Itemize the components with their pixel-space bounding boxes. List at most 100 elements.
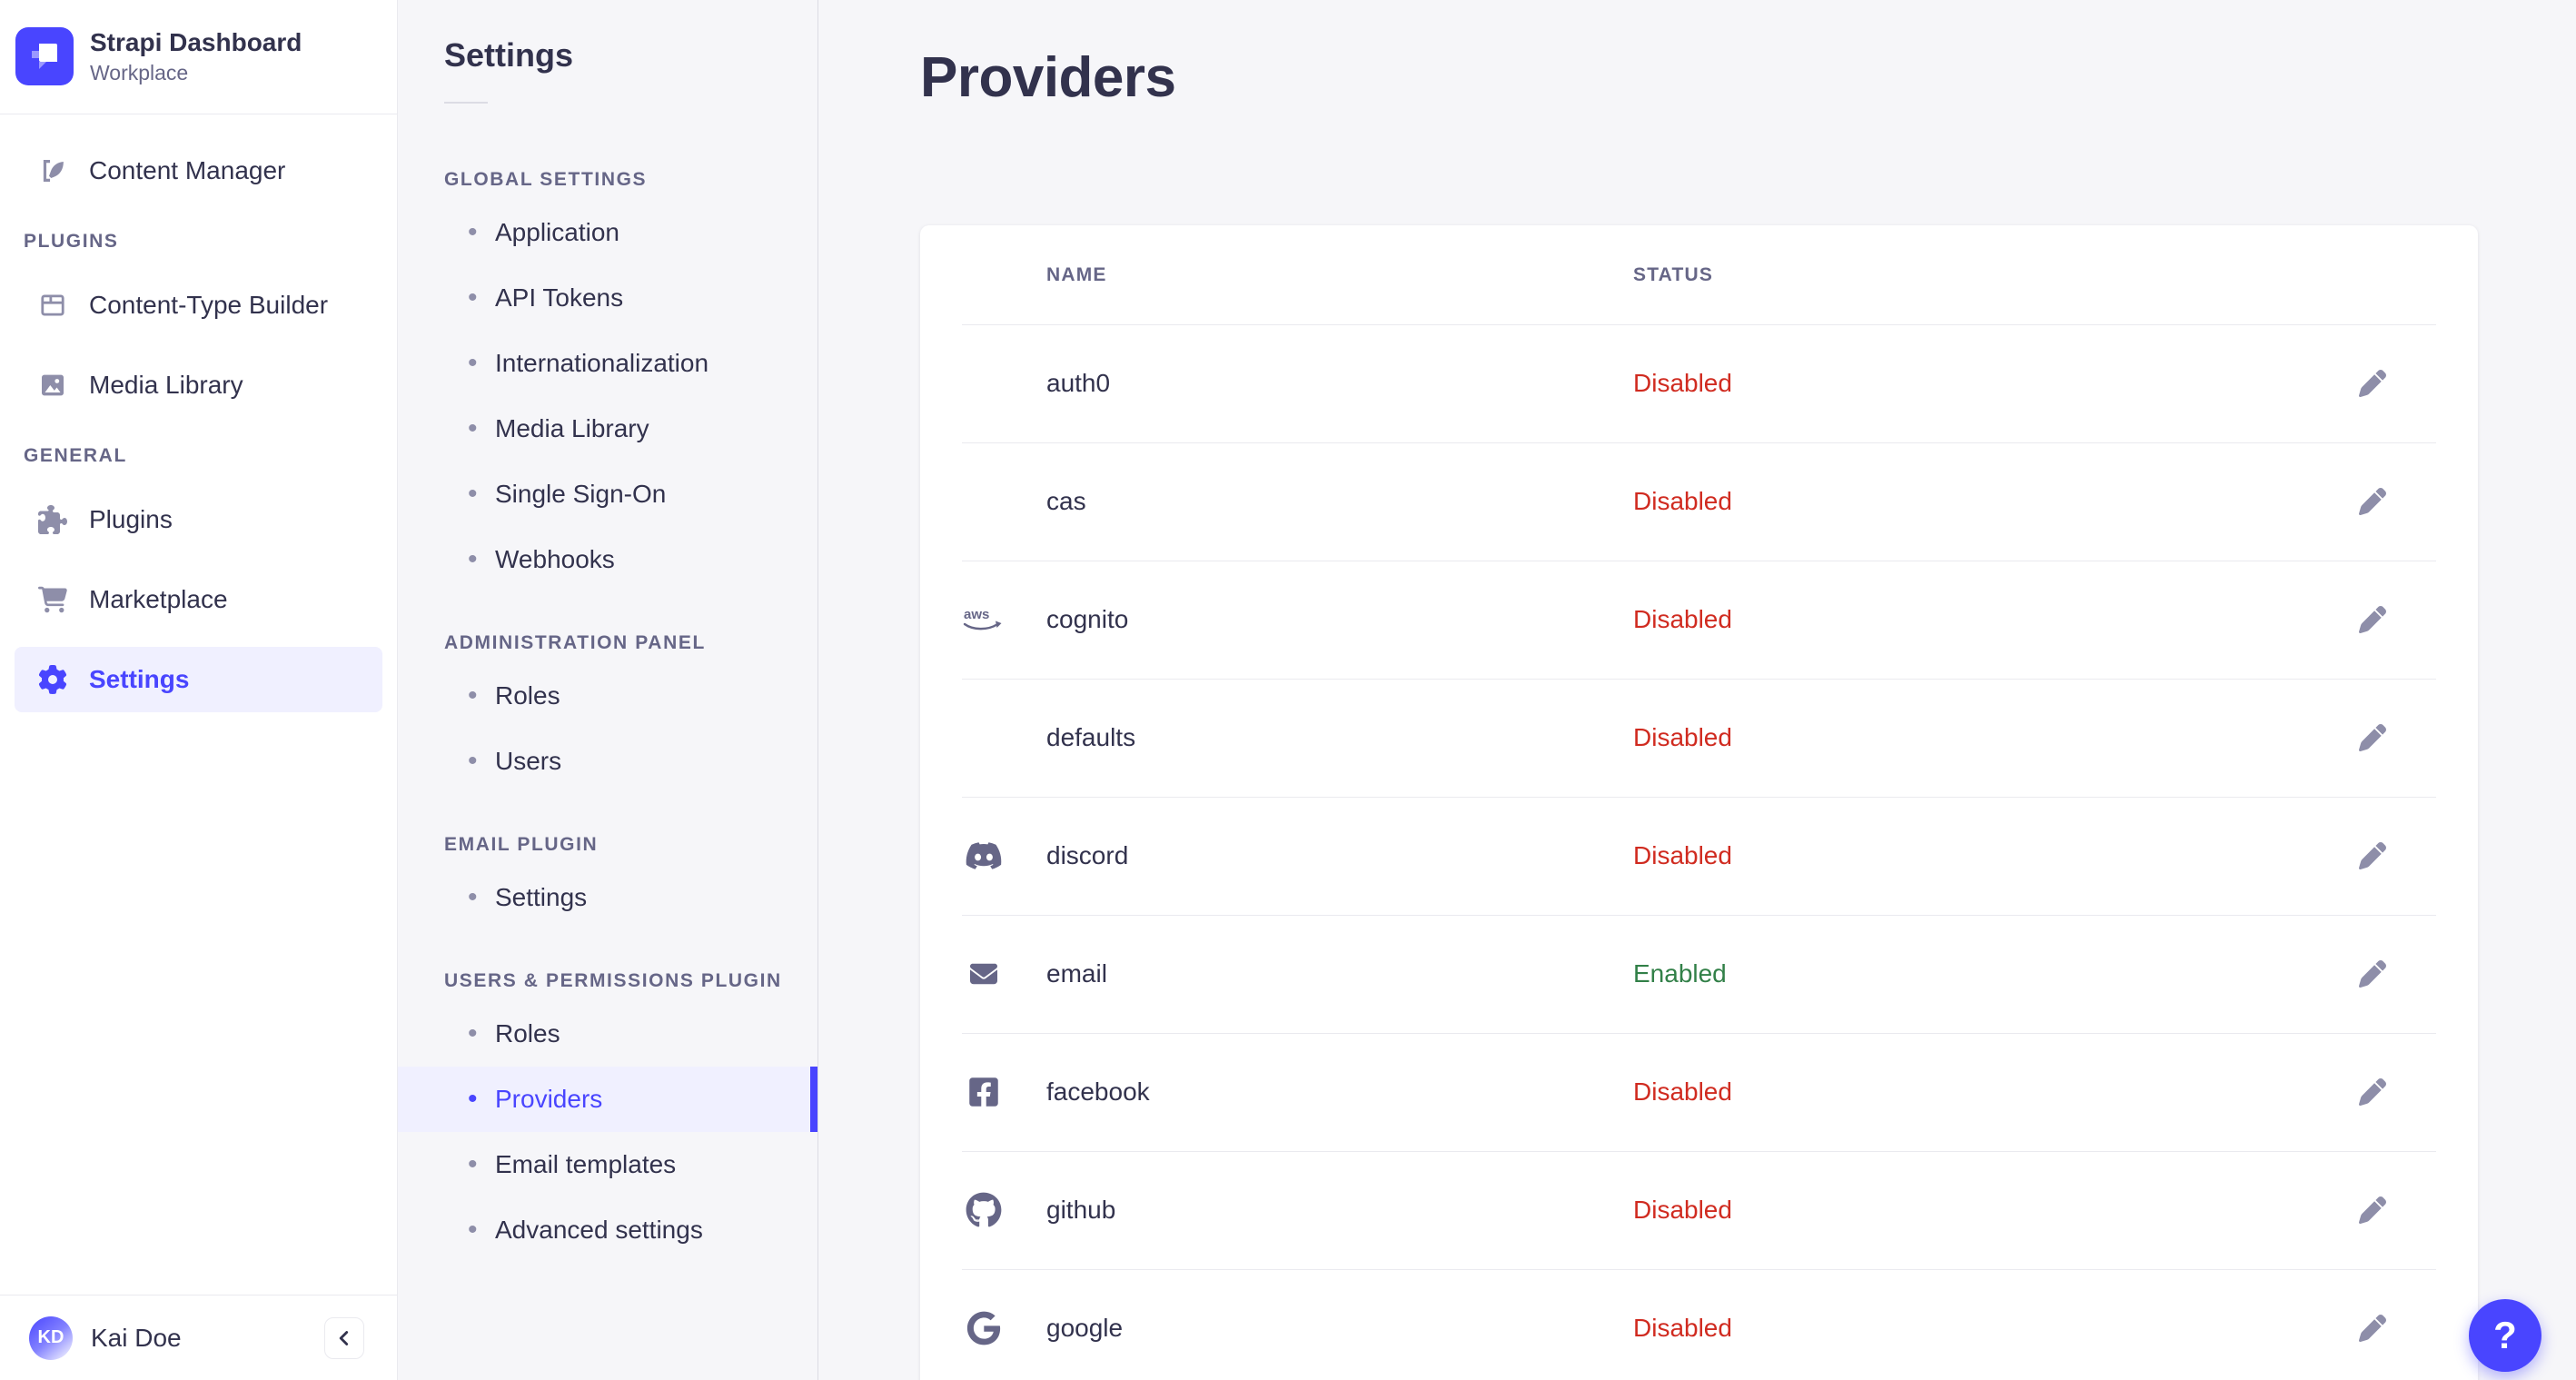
provider-status: Disabled [1633, 1196, 1732, 1224]
edit-provider-button[interactable] [2354, 1192, 2391, 1228]
subnav-item-label: Single Sign-On [495, 480, 667, 508]
sidebar-item-settings[interactable]: Settings [15, 647, 382, 712]
subnav-item-label: Email templates [495, 1150, 677, 1178]
subnav-item-label: Advanced settings [495, 1216, 703, 1244]
subnav-item-media-library[interactable]: Media Library [398, 396, 817, 462]
sidebar-item-content-manager[interactable]: Content Manager [15, 138, 382, 204]
main-sidebar: Strapi Dashboard Workplace Content Manag… [0, 0, 398, 1380]
subnav-item-internationalization[interactable]: Internationalization [398, 331, 817, 396]
subnav-item-providers[interactable]: Providers [398, 1067, 817, 1132]
edit-provider-button[interactable] [2354, 956, 2391, 992]
pencil-icon [2359, 488, 2386, 515]
bullet-icon [468, 748, 495, 775]
bullet-icon [468, 284, 495, 312]
workspace-title: Strapi Dashboard [90, 28, 302, 57]
subnav-item-label: Webhooks [495, 545, 615, 573]
discord-icon [963, 840, 1005, 871]
edit-provider-button[interactable] [2354, 838, 2391, 874]
subnav-section-header: GLOBAL SETTINGS [444, 169, 648, 190]
bullet-icon [468, 546, 495, 573]
settings-subnav: Settings GLOBAL SETTINGS Application API T… [398, 0, 818, 1380]
subnav-item-application[interactable]: Application [398, 200, 817, 265]
subnav-title: Settings [444, 36, 574, 74]
column-header-name: NAME [1046, 263, 1107, 285]
bullet-icon [468, 415, 495, 442]
subnav-item-single-sign-on[interactable]: Single Sign-On [398, 462, 817, 527]
edit-provider-button[interactable] [2354, 720, 2391, 756]
subnav-section-header: EMAIL PLUGIN [444, 834, 599, 855]
sidebar-item-content-type-builder[interactable]: Content-Type Builder [15, 273, 382, 338]
provider-name: cognito [1046, 605, 1129, 633]
sidebar-section-header-plugins: PLUGINS [24, 231, 119, 252]
puzzle-icon [38, 505, 67, 534]
provider-row-github: github Disabled [920, 1151, 2478, 1269]
subnav-item-email-templates[interactable]: Email templates [398, 1132, 817, 1197]
question-mark-icon: ? [2493, 1314, 2517, 1356]
subnav-section-administration-panel: ADMINISTRATION PANEL Roles Users [398, 632, 817, 794]
subnav-item-api-tokens[interactable]: API Tokens [398, 265, 817, 331]
edit-provider-button[interactable] [2354, 483, 2391, 520]
edit-provider-button[interactable] [2354, 365, 2391, 402]
envelope-icon [963, 960, 1005, 988]
edit-provider-button[interactable] [2354, 1310, 2391, 1346]
subnav-item-label: Users [495, 747, 562, 775]
help-button[interactable]: ? [2469, 1299, 2541, 1372]
page-title: Providers [920, 46, 1176, 109]
subnav-item-users[interactable]: Users [398, 729, 817, 794]
subnav-item-settings[interactable]: Settings [398, 865, 817, 930]
subnav-item-label: Providers [495, 1085, 603, 1113]
sidebar-item-media-library[interactable]: Media Library [15, 352, 382, 418]
sidebar-section-header-general: GENERAL [24, 445, 127, 466]
subnav-item-label: Internationalization [495, 349, 709, 377]
subnav-item-advanced-settings[interactable]: Advanced settings [398, 1197, 817, 1263]
subnav-sections: GLOBAL SETTINGS Application API Tokens Inte… [398, 169, 817, 1263]
subnav-title-divider [444, 102, 488, 104]
table-body: auth0 Disabled cas Disabled aws cognito Disabl… [920, 324, 2478, 1380]
google-icon [963, 1311, 1005, 1345]
sidebar-item-label: Media Library [89, 371, 243, 399]
provider-status: Disabled [1633, 605, 1732, 633]
subnav-section-header: USERS & PERMISSIONS PLUGIN [444, 970, 782, 991]
pencil-icon [2359, 370, 2386, 397]
provider-status: Disabled [1633, 369, 1732, 397]
edit-provider-button[interactable] [2354, 601, 2391, 638]
collapse-sidebar-button[interactable] [324, 1316, 364, 1359]
subnav-item-roles[interactable]: Roles [398, 1001, 817, 1067]
sidebar-nav: Content Manager PLUGINS Content-Type Build… [0, 114, 397, 1295]
pencil-icon [2359, 1315, 2386, 1342]
provider-row-discord: discord Disabled [920, 797, 2478, 915]
bullet-icon [468, 884, 495, 911]
subnav-section-users-permissions-plugin: USERS & PERMISSIONS PLUGIN Roles Providers… [398, 970, 817, 1263]
providers-table-card: NAME STATUS auth0 Disabled cas Disabled aws co… [920, 225, 2478, 1380]
pencil-icon [2359, 724, 2386, 751]
bullet-icon [468, 1020, 495, 1047]
sidebar-item-plugins[interactable]: Plugins [15, 487, 382, 552]
sidebar-item-label: Settings [89, 665, 190, 693]
sidebar-item-label: Plugins [89, 505, 173, 533]
avatar[interactable]: KD [29, 1315, 73, 1360]
subnav-section-global-settings: GLOBAL SETTINGS Application API Tokens Inte… [398, 169, 817, 592]
sidebar-item-marketplace[interactable]: Marketplace [15, 567, 382, 632]
subnav-item-label: Roles [495, 1019, 560, 1047]
subnav-item-roles[interactable]: Roles [398, 663, 817, 729]
svg-text:aws: aws [964, 607, 989, 622]
main-content: Providers NAME STATUS auth0 Disabled cas Dis… [818, 0, 2576, 1380]
edit-provider-button[interactable] [2354, 1074, 2391, 1110]
pencil-icon [2359, 606, 2386, 633]
provider-status: Disabled [1633, 487, 1732, 515]
subnav-item-label: Application [495, 218, 619, 246]
provider-name: google [1046, 1314, 1124, 1342]
pencil-icon [2359, 960, 2386, 988]
subnav-section-email-plugin: EMAIL PLUGIN Settings [398, 834, 817, 930]
provider-name: defaults [1046, 723, 1136, 751]
sidebar-footer: KD Kai Doe [0, 1295, 397, 1380]
subnav-item-label: Settings [495, 883, 588, 911]
workspace-brand[interactable]: Strapi Dashboard Workplace [0, 0, 397, 114]
subnav-item-webhooks[interactable]: Webhooks [398, 527, 817, 592]
sidebar-item-label: Content Manager [89, 156, 286, 184]
bullet-icon [468, 1086, 495, 1113]
picture-icon [38, 371, 67, 400]
user-name: Kai Doe [91, 1323, 182, 1352]
pencil-icon [2359, 1196, 2386, 1224]
pen-square-icon [38, 156, 67, 185]
